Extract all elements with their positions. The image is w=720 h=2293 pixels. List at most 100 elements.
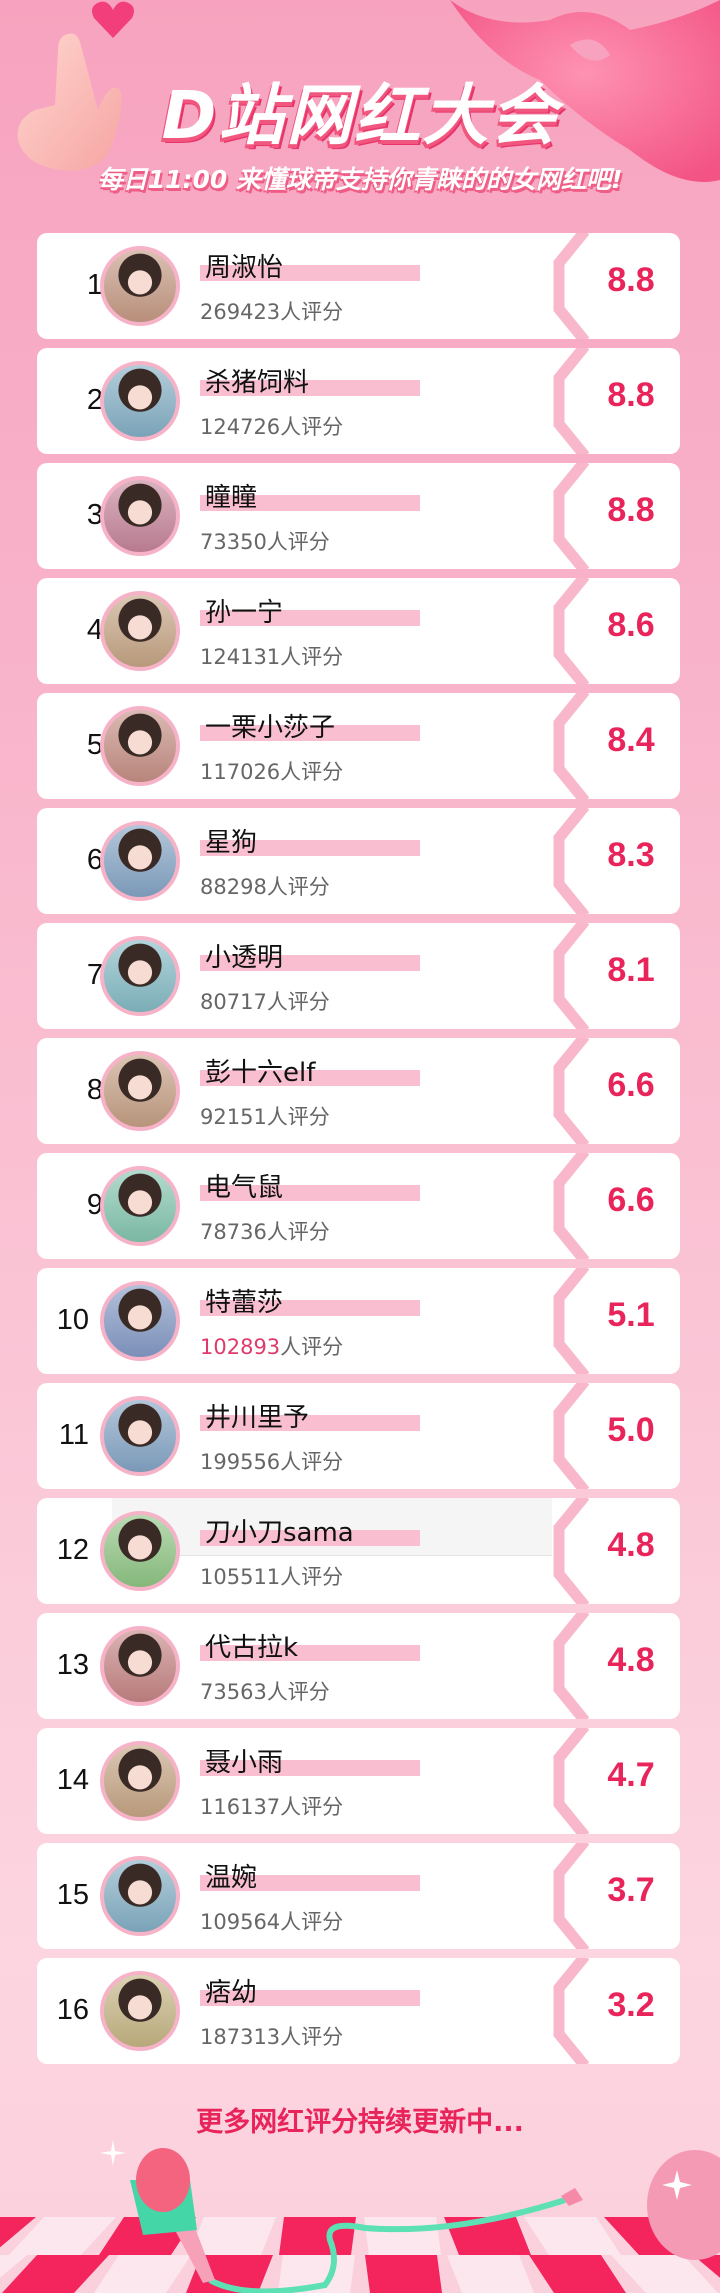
score-value: 8.4 — [607, 721, 655, 759]
score-value: 3.2 — [607, 1986, 655, 2024]
rating-count-suffix: 人评分 — [266, 875, 330, 899]
influencer-name: 彭十六elf — [205, 1058, 316, 1088]
influencer-name: 特蕾莎 — [205, 1288, 284, 1318]
ranking-row[interactable]: 9 电气鼠 78736人评分 6.6 — [37, 1153, 680, 1259]
influencer-name: 瞳瞳 — [205, 483, 258, 513]
name-highlight-bar — [200, 1875, 420, 1891]
rating-count-number: 116137 — [200, 1795, 281, 1819]
avatar[interactable] — [100, 591, 180, 671]
avatar[interactable] — [100, 1396, 180, 1476]
avatar[interactable] — [100, 246, 180, 326]
ranking-row[interactable]: 13 代古拉k 73563人评分 4.8 — [37, 1613, 680, 1719]
score-panel-border — [553, 1728, 590, 1834]
avatar[interactable] — [100, 476, 180, 556]
avatar[interactable] — [100, 1626, 180, 1706]
score-panel-border — [553, 1038, 590, 1144]
ranking-row[interactable]: 15 温婉 109564人评分 3.7 — [37, 1843, 680, 1949]
name-highlight-bar — [200, 380, 420, 396]
rating-count-suffix: 人评分 — [266, 1105, 330, 1129]
score-panel-border — [553, 1383, 590, 1489]
score-value: 8.8 — [607, 491, 655, 529]
floor-tile — [2, 2255, 109, 2293]
ranking-row[interactable]: 6 星狗 88298人评分 8.3 — [37, 808, 680, 914]
score-value: 4.8 — [607, 1641, 655, 1679]
sparkle-icon — [100, 2140, 126, 2166]
influencer-name: 周淑怡 — [205, 253, 284, 283]
avatar[interactable] — [100, 1166, 180, 1246]
name-highlight-bar — [200, 1760, 420, 1776]
avatar[interactable] — [100, 1511, 180, 1591]
score-panel-border — [553, 578, 590, 684]
floor-tile — [9, 2217, 116, 2255]
floor-tile — [611, 2255, 718, 2293]
influencer-name: 星狗 — [205, 828, 258, 858]
footer-text: 更多网红评分持续更新中... — [196, 2107, 524, 2138]
influencer-name: 聂小雨 — [205, 1748, 284, 1778]
rating-count-suffix: 人评分 — [266, 530, 330, 554]
avatar[interactable] — [100, 1971, 180, 2051]
score-value: 8.3 — [607, 836, 655, 874]
rank-number: 5 — [86, 729, 103, 761]
name-highlight-bar — [200, 840, 420, 856]
ranking-row[interactable]: 5 一栗小莎子 117026人评分 8.4 — [37, 693, 680, 799]
rating-count: 102893人评分 — [200, 1331, 343, 1361]
rank-number: 15 — [56, 1879, 89, 1911]
rank-number: 13 — [56, 1649, 89, 1681]
ranking-row[interactable]: 10 特蕾莎 102893人评分 5.1 — [37, 1268, 680, 1374]
avatar[interactable] — [100, 1856, 180, 1936]
influencer-name: 井川里予 — [205, 1403, 310, 1433]
avatar[interactable] — [100, 1741, 180, 1821]
rating-count: 124131人评分 — [200, 641, 343, 671]
rating-count-number: 117026 — [200, 760, 281, 784]
avatar[interactable] — [100, 936, 180, 1016]
ranking-row[interactable]: 12 刀小刀sama 105511人评分 4.8 — [37, 1498, 680, 1604]
rating-count: 269423人评分 — [200, 296, 343, 326]
score-panel-border — [553, 348, 590, 454]
rating-count-number: 80717 — [200, 990, 267, 1014]
rating-count-number: 124131 — [200, 645, 281, 669]
ranking-row[interactable]: 1 周淑怡 269423人评分 8.8 — [37, 233, 680, 339]
influencer-name: 电气鼠 — [205, 1173, 284, 1203]
score-panel-border — [553, 1268, 590, 1374]
rating-count-suffix: 人评分 — [280, 1335, 344, 1359]
ranking-row[interactable]: 16 痞幼 187313人评分 3.2 — [37, 1958, 680, 2064]
ranking-row[interactable]: 3 瞳瞳 73350人评分 8.8 — [37, 463, 680, 569]
score-value: 8.1 — [607, 951, 655, 989]
rank-number: 3 — [86, 499, 103, 531]
score-value: 8.6 — [607, 606, 655, 644]
ranking-row[interactable]: 7 小透明 80717人评分 8.1 — [37, 923, 680, 1029]
rating-count: 73350人评分 — [200, 526, 330, 556]
rank-number: 2 — [86, 384, 103, 416]
rank-number: 1 — [86, 269, 103, 301]
rating-count-suffix: 人评分 — [280, 1450, 344, 1474]
name-highlight-bar — [200, 610, 420, 626]
ranking-row[interactable]: 14 聂小雨 116137人评分 4.7 — [37, 1728, 680, 1834]
rating-count-number: 199556 — [200, 1450, 281, 1474]
avatar[interactable] — [100, 1051, 180, 1131]
rating-count: 117026人评分 — [200, 756, 343, 786]
rank-number: 16 — [56, 1994, 89, 2026]
ranking-row[interactable]: 8 彭十六elf 92151人评分 6.6 — [37, 1038, 680, 1144]
name-highlight-bar — [200, 495, 420, 511]
avatar[interactable] — [100, 821, 180, 901]
rating-count-suffix: 人评分 — [266, 1680, 330, 1704]
score-value: 8.8 — [607, 261, 655, 299]
floor-tile — [365, 2255, 442, 2293]
floor-tile — [447, 2255, 534, 2293]
ranking-row[interactable]: 2 杀猪饲料 124726人评分 8.8 — [37, 348, 680, 454]
rank-number: 12 — [56, 1534, 89, 1566]
name-highlight-bar — [200, 1990, 420, 2006]
rating-count-suffix: 人评分 — [280, 300, 344, 324]
ranking-row[interactable]: 4 孙一宁 124131人评分 8.6 — [37, 578, 680, 684]
name-highlight-bar — [200, 955, 420, 971]
ranking-row[interactable]: 11 井川里予 199556人评分 5.0 — [37, 1383, 680, 1489]
rating-count: 88298人评分 — [200, 871, 330, 901]
avatar[interactable] — [100, 1281, 180, 1361]
avatar[interactable] — [100, 706, 180, 786]
influencer-name: 温婉 — [205, 1863, 258, 1893]
name-highlight-bar — [200, 1300, 420, 1316]
rating-count-suffix: 人评分 — [280, 415, 344, 439]
avatar[interactable] — [100, 361, 180, 441]
heart-icon — [92, 1, 134, 38]
row-overlay — [112, 1498, 552, 1556]
